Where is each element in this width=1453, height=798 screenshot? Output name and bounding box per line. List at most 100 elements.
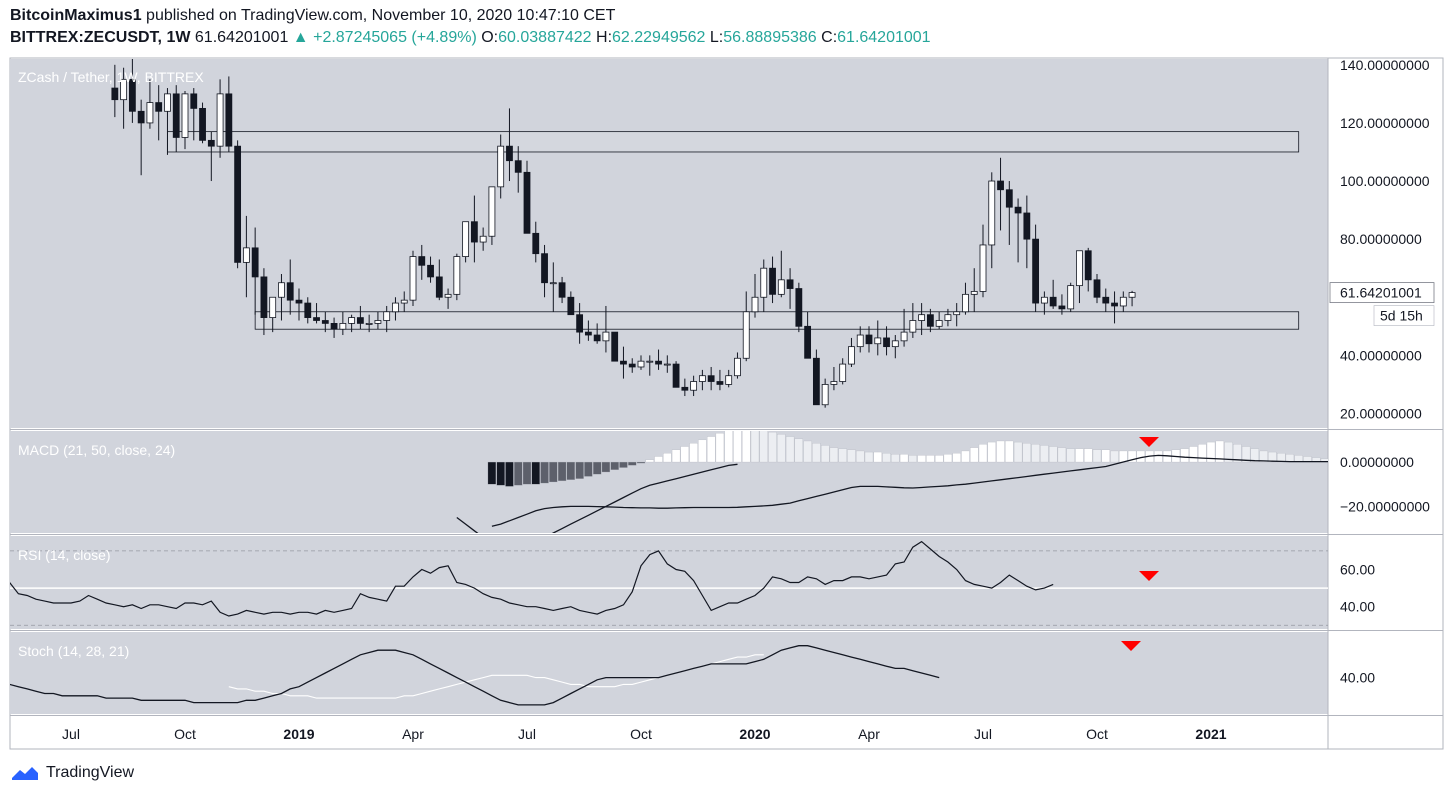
candle-body: [225, 93, 233, 147]
candle-body: [997, 180, 1004, 191]
candle-body: [207, 139, 215, 147]
macd-histogram-bar: [1268, 451, 1277, 463]
horizontal-zone: [254, 311, 1300, 330]
macd-histogram-bar: [636, 461, 646, 464]
macd-line: [491, 454, 1328, 527]
candle-body: [155, 102, 163, 112]
rsi-pane: [10, 540, 1328, 626]
time-axis-label: Jul: [62, 726, 80, 742]
candle-body: [576, 314, 584, 333]
candle-body: [146, 102, 154, 124]
countdown-label: 5d 15h: [1380, 308, 1423, 324]
macd-pane: [456, 431, 1328, 533]
macd-histogram-bar: [970, 447, 979, 463]
candle-body: [383, 311, 391, 321]
rsi-axis-label: 40.00: [1340, 599, 1375, 615]
macd-histogram-bar: [1013, 441, 1023, 463]
macd-histogram-bar: [593, 461, 602, 475]
candle-body: [392, 302, 399, 313]
candle-body: [821, 384, 829, 406]
candle-body: [742, 311, 750, 359]
macd-histogram-bar: [794, 438, 803, 463]
candle-body: [1023, 212, 1031, 240]
macd-histogram-bar: [882, 453, 891, 463]
macd-histogram-bar: [1022, 443, 1031, 463]
footer-brand[interactable]: TradingView: [10, 764, 134, 782]
candle-pane: [111, 59, 1300, 408]
macd-histogram-bar: [812, 443, 821, 463]
open-label: O:: [481, 29, 499, 46]
time-axis-label: Jul: [974, 726, 992, 742]
macd-histogram-bar: [935, 455, 944, 463]
macd-histogram-bar: [628, 461, 637, 466]
ohlc-line: BITTREX:ZECUSDT, 1W 61.64201001 ▲ +2.872…: [10, 29, 931, 47]
stoch-title: Stoch (14, 28, 21): [18, 643, 129, 659]
candle-body: [970, 291, 978, 295]
macd-histogram-bar: [1224, 441, 1233, 463]
price-axis-label: 100.00000000: [1340, 173, 1430, 189]
macd-early-line: [456, 463, 738, 533]
low-label: L:: [709, 29, 724, 46]
macd-histogram-bar: [1127, 450, 1137, 463]
price-axis-label: 80.00000000: [1340, 231, 1422, 247]
macd-histogram-bar: [584, 461, 593, 477]
candle-body: [839, 363, 847, 382]
candle-body: [137, 110, 145, 124]
macd-histogram-bar: [864, 451, 874, 463]
stoch-signal-marker: [1121, 641, 1141, 651]
pane-background: [10, 632, 1328, 714]
candle-body: [1076, 250, 1083, 287]
candle-body: [1102, 296, 1110, 304]
macd-histogram-bar: [1084, 448, 1093, 463]
candle-body: [199, 107, 206, 141]
macd-histogram-bar: [1092, 449, 1102, 463]
candle-body: [409, 256, 417, 301]
macd-histogram-bar: [487, 461, 497, 485]
candle-body: [1032, 238, 1040, 304]
candle-body: [1049, 296, 1057, 307]
macd-histogram-bar: [768, 431, 777, 463]
candle-body: [935, 320, 943, 327]
candle-body: [672, 363, 680, 388]
candle-body: [760, 267, 768, 298]
stoch-axis-label: 40.00: [1340, 670, 1375, 686]
candle-body: [593, 334, 601, 342]
candle-body: [365, 323, 373, 325]
low-value: 56.88895386: [723, 29, 817, 46]
price-axis-label: 40.00000000: [1340, 347, 1422, 363]
macd-histogram-bar: [733, 431, 742, 463]
macd-histogram-bar: [1075, 448, 1084, 463]
candle-body: [128, 78, 136, 112]
macd-title: MACD (21, 50, close, 24): [18, 442, 175, 458]
macd-histogram-bar: [1101, 449, 1110, 463]
candle-body: [1067, 285, 1075, 310]
candle-body: [506, 145, 513, 162]
macd-histogram-bar: [1005, 440, 1014, 463]
macd-histogram-bar: [742, 431, 751, 463]
candle-body: [400, 299, 408, 304]
candle-body: [321, 320, 329, 324]
candle-body: [470, 221, 478, 243]
macd-axis-label: −20.00000000: [1340, 498, 1430, 514]
macd-histogram-bar: [1031, 444, 1040, 463]
candle-body: [190, 93, 198, 109]
candle-body: [523, 171, 531, 234]
candle-body: [164, 93, 171, 112]
candle-body: [497, 145, 505, 188]
macd-histogram-bar: [505, 461, 514, 487]
candle-body: [1128, 292, 1136, 298]
rsi-signal-marker: [1139, 571, 1159, 581]
candle-body: [1058, 305, 1066, 310]
brand-name: TradingView: [46, 764, 135, 781]
macd-histogram-bar: [917, 455, 926, 463]
time-axis-label: Apr: [858, 726, 880, 742]
candle-body: [804, 325, 812, 359]
macd-histogram-bar: [531, 461, 540, 485]
macd-histogram-bar: [610, 461, 619, 470]
candle-body: [602, 331, 610, 342]
macd-histogram-bar: [891, 454, 900, 463]
time-axis-label: 2021: [1195, 726, 1226, 742]
author-name[interactable]: BitcoinMaximus1: [10, 7, 142, 24]
candle-body: [479, 235, 487, 243]
